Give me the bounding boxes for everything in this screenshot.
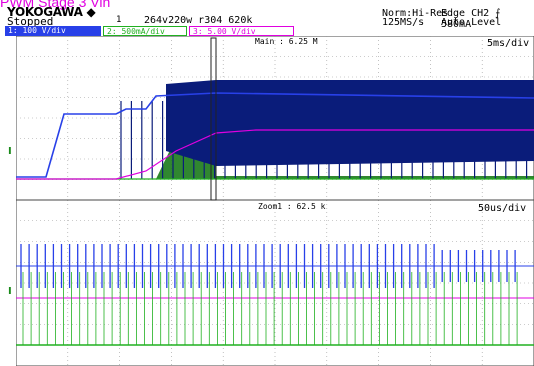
- acquisition-mode: Norm:Hi-Res: [382, 8, 449, 19]
- trigger-level-mode: Auto Level: [441, 17, 502, 28]
- zoom-timebase: 50us/div: [478, 203, 527, 214]
- zoom-window-label: Zoom1 : 62.5 k: [258, 202, 326, 211]
- oscilloscope-screen[interactable]: [16, 36, 534, 366]
- channel-1-badge[interactable]: 1: 100 V/div: [5, 26, 101, 36]
- channel-2-badge[interactable]: 2: 500mA/div: [103, 26, 187, 36]
- trigger-setting: Edge CH2 ⨍ 580mA: [441, 8, 501, 30]
- acquisition-status: Stopped: [7, 15, 54, 28]
- zoom-window-traces: [16, 244, 534, 346]
- brand-logo: YOKOGAWA ◆: [7, 5, 96, 19]
- sample-rate: 125MS/s: [382, 17, 425, 28]
- main-timebase: 5ms/div: [487, 38, 530, 49]
- zoom-region-box: [210, 37, 217, 201]
- channel-bar: 1: 100 V/div 2: 500mA/div 3: 5.00 V/div: [5, 26, 325, 36]
- record-info: 264v220w r304 620k: [144, 15, 253, 26]
- ground-marker-main: I: [8, 146, 12, 157]
- ch3-trace: [16, 129, 534, 180]
- trigger-position-marker: 1: [116, 15, 122, 25]
- channel-3-badge[interactable]: 3: 5.00 V/div: [189, 26, 294, 36]
- main-window-label: Main : 6.25 M: [255, 37, 318, 46]
- ground-marker-zoom: I: [8, 286, 12, 297]
- overlay-title: PWM Stage 3 Vin: [0, 0, 111, 10]
- main-window-traces: [16, 80, 534, 180]
- ch1-voltage-trace: [16, 92, 534, 178]
